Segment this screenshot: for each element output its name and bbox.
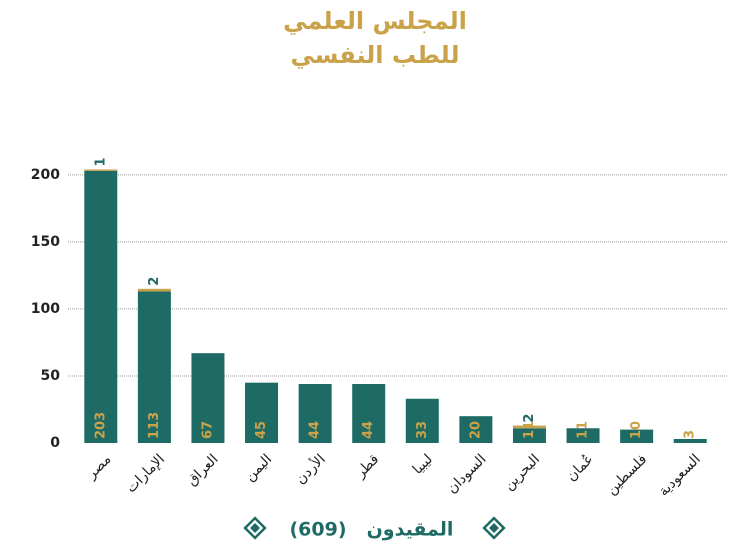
y-tick-label: 200 [31,167,60,183]
bar-segment [191,353,225,443]
x-tick-label: الأردن [291,450,329,488]
bar-segment [673,438,707,443]
bar-segment [512,428,546,443]
value-label: 44 [361,421,376,439]
x-tick-label: اليمن [242,451,275,484]
legend-label: المقيدون [367,519,454,541]
y-tick-label: 100 [31,301,60,317]
legend-icon [243,516,267,540]
bar-segment [512,425,546,429]
value-label: 3 [683,430,698,439]
chart-title: للطب النفسي [291,41,460,69]
value-label: 44 [308,421,323,439]
value-label: 45 [254,421,269,439]
value-label: 67 [200,421,215,439]
bar-segment [405,398,439,443]
value-label: 11 [522,421,537,439]
value-label: 20 [468,421,483,439]
value-label: 2 [147,277,162,286]
legend-total: (609) [289,519,346,541]
value-label: 10 [629,421,644,439]
x-tick-label: السعودية [656,451,704,499]
legend-icon [250,523,260,533]
bar-segment [137,288,171,292]
bar-segment [566,428,600,443]
bar-segment [84,170,118,443]
legend-icon [489,523,499,533]
x-tick-label: العراق [184,451,222,489]
bar-segment [298,384,332,443]
y-tick-label: 50 [41,368,61,384]
y-tick-label: 0 [50,435,60,451]
x-tick-label: قطر [352,451,382,481]
x-tick-label: البحرين [501,451,543,493]
value-label: 33 [415,421,430,439]
value-label: 11 [576,421,591,439]
bar-segment [620,429,654,443]
legend: (609) المقيدون [243,516,506,541]
bar-segment [137,291,171,443]
bar-segment [245,382,279,443]
legend-icon [482,516,506,540]
value-label: 2 [522,414,537,423]
x-tick-label: ليبيا [410,451,436,477]
bar-segment [84,169,118,171]
chart-title: المجلس العلمي [283,7,467,35]
x-tick-label: السودان [444,451,489,496]
x-tick-label: عُمان [563,451,596,484]
bar-segment [459,416,493,443]
x-tick-label: الإمارات [123,451,168,496]
value-label: 1 [93,157,108,166]
bar-segment [352,384,386,443]
x-tick-label: مصر [83,451,114,482]
value-label: 203 [93,412,108,439]
y-tick-label: 150 [31,234,60,250]
x-tick-label: فلسطين [603,451,650,498]
value-label: 113 [147,412,162,439]
